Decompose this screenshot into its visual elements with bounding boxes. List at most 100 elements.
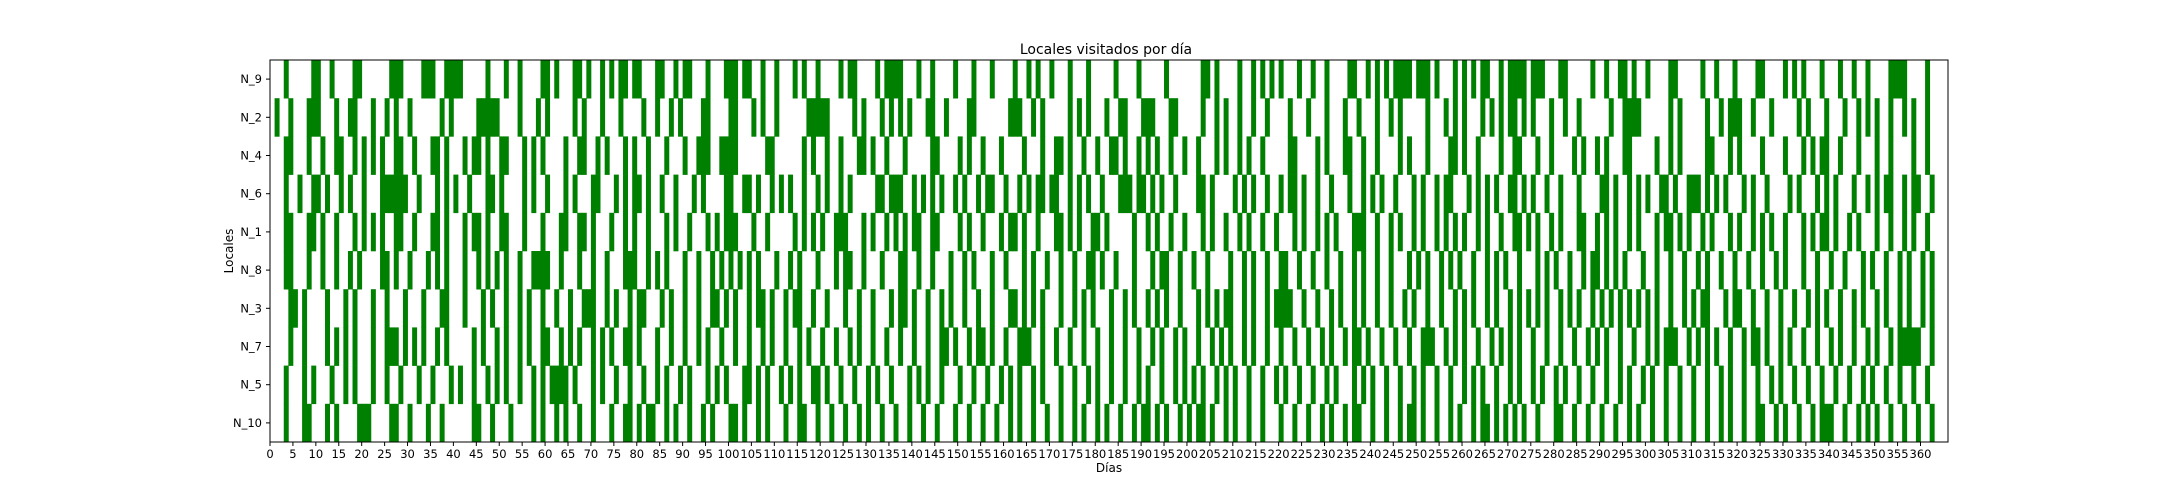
visit-cell xyxy=(1760,60,1766,99)
visit-cell xyxy=(1008,98,1014,137)
visit-cell xyxy=(499,174,505,214)
visit-cell xyxy=(1416,60,1422,99)
visit-cell xyxy=(448,365,454,405)
visit-cell xyxy=(636,289,642,328)
visit-cell xyxy=(705,136,711,175)
visit-cell xyxy=(325,403,331,443)
visit-cell xyxy=(311,60,317,99)
visit-cell xyxy=(1342,327,1348,366)
visit-cell xyxy=(1517,327,1523,366)
visit-cell xyxy=(370,289,376,328)
visit-cell xyxy=(1407,403,1412,443)
visit-cell xyxy=(1136,136,1142,175)
visit-cell xyxy=(1810,403,1816,443)
visit-cell xyxy=(1031,403,1037,443)
visit-cell xyxy=(412,327,418,366)
visit-cell xyxy=(1590,365,1596,405)
visit-cell xyxy=(1925,212,1931,252)
visit-cell xyxy=(494,98,500,137)
visit-cell xyxy=(783,403,789,443)
visit-cell xyxy=(343,327,349,366)
visit-cell xyxy=(934,212,940,252)
visit-cell xyxy=(283,136,289,175)
visit-cell xyxy=(361,136,367,175)
visit-cell xyxy=(1517,251,1523,290)
visit-cell xyxy=(1911,365,1917,405)
visit-cell xyxy=(1374,98,1380,137)
visit-cell xyxy=(700,403,706,443)
visit-cell xyxy=(1278,251,1284,290)
x-tick-label: 30 xyxy=(400,447,415,461)
visit-cell xyxy=(1031,98,1037,137)
visit-cell xyxy=(535,251,541,290)
visit-cell xyxy=(710,403,716,443)
visit-cell xyxy=(1452,98,1458,137)
visit-cell xyxy=(893,60,899,99)
visit-cell xyxy=(393,136,399,175)
visit-cell xyxy=(1324,98,1330,137)
visit-cell xyxy=(1021,136,1027,175)
x-tick-label: 335 xyxy=(1795,447,1817,461)
visit-cell xyxy=(1810,136,1816,175)
x-tick-label: 275 xyxy=(1520,447,1542,461)
visit-cell xyxy=(623,212,629,252)
visit-cell xyxy=(586,60,592,99)
visit-cell xyxy=(1136,365,1142,405)
visit-cell xyxy=(934,136,940,175)
visit-cell xyxy=(930,174,936,214)
visit-cell xyxy=(563,403,569,443)
visit-cell xyxy=(311,98,317,137)
visit-cell xyxy=(1251,251,1257,290)
visit-cell xyxy=(1232,403,1238,443)
visit-cell xyxy=(1292,174,1298,214)
visit-cell xyxy=(1475,174,1481,214)
visit-cell xyxy=(1732,98,1738,137)
x-tick-label: 15 xyxy=(331,447,346,461)
visit-cell xyxy=(1228,327,1234,366)
visit-cell xyxy=(1700,60,1706,99)
visit-cell xyxy=(1086,365,1092,405)
visit-cell xyxy=(586,289,592,328)
x-tick-label: 225 xyxy=(1291,447,1313,461)
visit-cell xyxy=(1741,174,1747,214)
visit-cell xyxy=(696,136,702,175)
visit-cell xyxy=(315,60,321,99)
visit-cell xyxy=(888,174,894,214)
visit-cell xyxy=(1118,174,1124,214)
y-axis: N_9 N_2 N_4 N_6 N_1 N_8 N_3 N_7 N_5 N_10 xyxy=(233,72,270,430)
visit-cell xyxy=(1058,136,1064,175)
visit-cell xyxy=(517,365,523,405)
visit-cell xyxy=(554,403,560,443)
visit-cell xyxy=(1012,98,1018,137)
visit-cell xyxy=(1856,212,1862,252)
visit-cell xyxy=(1727,403,1733,443)
visit-cell xyxy=(1118,403,1124,443)
x-tick-label: 340 xyxy=(1818,447,1840,461)
visit-cell xyxy=(655,365,661,405)
visit-cell xyxy=(1109,365,1114,405)
visit-cell xyxy=(1209,403,1215,443)
visit-cell xyxy=(627,365,633,405)
visit-cell xyxy=(1755,403,1761,443)
visit-cell xyxy=(746,251,752,290)
visit-cell xyxy=(1860,365,1866,405)
visit-cell xyxy=(751,212,757,252)
visit-cell xyxy=(407,98,413,137)
visit-cell xyxy=(1718,98,1724,137)
visit-cell xyxy=(687,403,693,443)
visit-cell xyxy=(421,60,427,99)
visit-cell xyxy=(1668,60,1674,99)
visit-cell xyxy=(810,136,816,175)
visit-cell xyxy=(1067,212,1073,252)
y-tick-label: N_5 xyxy=(240,378,262,392)
visit-cell xyxy=(833,327,839,366)
visit-cell xyxy=(1764,327,1770,366)
y-axis-label: Locales xyxy=(222,229,236,274)
visit-cell xyxy=(1663,174,1669,214)
visit-cell xyxy=(888,98,894,137)
visit-cell xyxy=(801,174,807,214)
visit-cell xyxy=(1356,327,1362,366)
visit-cell xyxy=(1585,403,1591,443)
x-tick-label: 185 xyxy=(1107,447,1129,461)
visit-cell xyxy=(939,327,945,366)
